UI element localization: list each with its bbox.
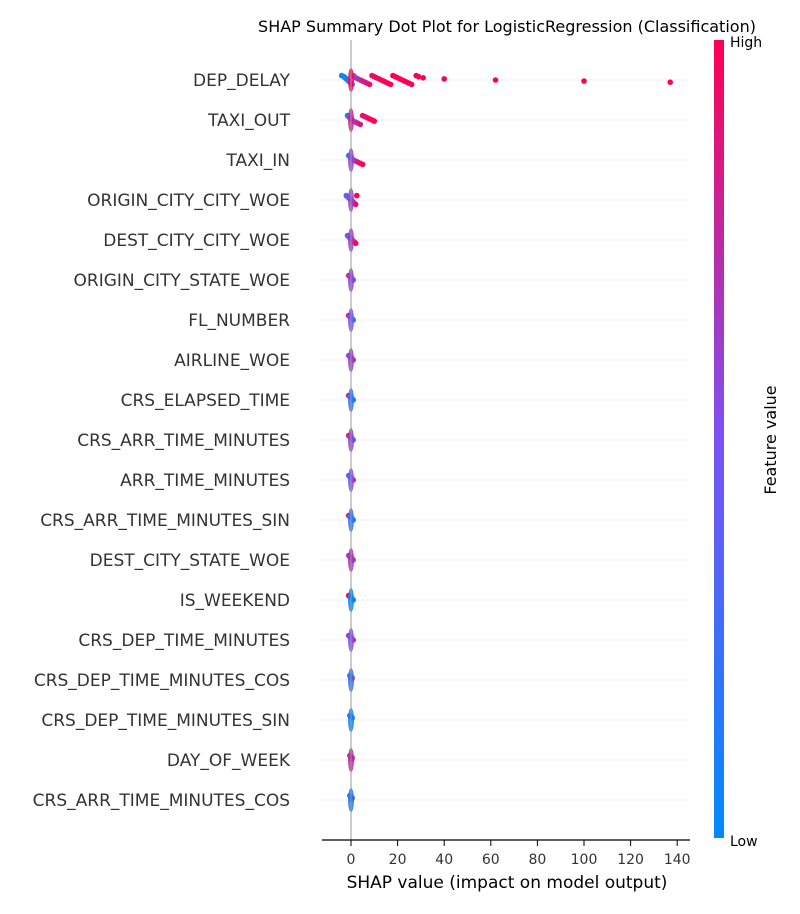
feature-label: CRS_ARR_TIME_MINUTES [77, 431, 290, 451]
shap-dot [352, 240, 359, 247]
feature-label: CRS_ELAPSED_TIME [121, 391, 290, 411]
shap-dot [420, 75, 427, 81]
shap-dot [359, 161, 366, 168]
x-tick-label: 100 [571, 852, 598, 868]
shap-dot [352, 201, 359, 208]
shap-dot [492, 77, 499, 83]
x-tick-label: 0 [347, 852, 356, 868]
feature-label: CRS_DEP_TIME_MINUTES_SIN [41, 711, 290, 731]
shap-dot [441, 76, 448, 82]
colorbar-low-label: Low [730, 834, 758, 850]
x-axis-ticks: 0 20 40 60 80 100 120 140 [347, 840, 691, 868]
x-tick-label: 140 [664, 852, 691, 868]
shap-dot [667, 79, 673, 85]
feature-label: ARR_TIME_MINUTES [120, 471, 290, 491]
shap-dot [415, 73, 422, 80]
x-tick-label: 80 [528, 852, 546, 868]
feature-label: ORIGIN_CITY_CITY_WOE [87, 191, 290, 211]
feature-label: DAY_OF_WEEK [167, 751, 291, 771]
shap-dot [387, 81, 394, 88]
colorbar [714, 40, 724, 838]
shap-dot [357, 121, 364, 128]
shap-dot [366, 81, 373, 88]
x-tick-label: 120 [617, 852, 644, 868]
feature-label: TAXI_IN [225, 151, 290, 171]
feature-label: DEST_CITY_CITY_WOE [103, 231, 290, 251]
x-tick-label: 60 [482, 852, 500, 868]
x-tick-label: 40 [435, 852, 453, 868]
shap-dot [371, 118, 378, 124]
colorbar-title: Feature value [761, 385, 780, 494]
feature-label: FL_NUMBER [188, 311, 290, 331]
feature-label: CRS_DEP_TIME_MINUTES_COS [34, 671, 290, 691]
feature-label: CRS_DEP_TIME_MINUTES [78, 631, 290, 651]
feature-label: DEP_DELAY [193, 71, 291, 91]
feature-label: TAXI_OUT [207, 111, 291, 131]
shap-dot [354, 192, 360, 199]
colorbar-high-label: High [730, 35, 762, 51]
feature-label: AIRLINE_WOE [174, 351, 290, 371]
x-tick-label: 20 [389, 852, 407, 868]
feature-label: CRS_ARR_TIME_MINUTES_COS [33, 791, 290, 811]
shap-dot [581, 78, 587, 84]
feature-label: ORIGIN_CITY_STATE_WOE [74, 271, 290, 291]
chart-title: SHAP Summary Dot Plot for LogisticRegres… [258, 17, 756, 36]
feature-label: IS_WEEKEND [180, 591, 290, 611]
feature-label: CRS_ARR_TIME_MINUTES_SIN [40, 511, 290, 531]
shap-dot [408, 81, 415, 88]
feature-label: DEST_CITY_STATE_WOE [90, 551, 290, 571]
x-axis-label: SHAP value (impact on model output) [347, 873, 668, 893]
feature-rows: DEP_DELAY TAXI_OUT TAXI_IN ORIGIN_CITY_CITY… [33, 71, 690, 811]
